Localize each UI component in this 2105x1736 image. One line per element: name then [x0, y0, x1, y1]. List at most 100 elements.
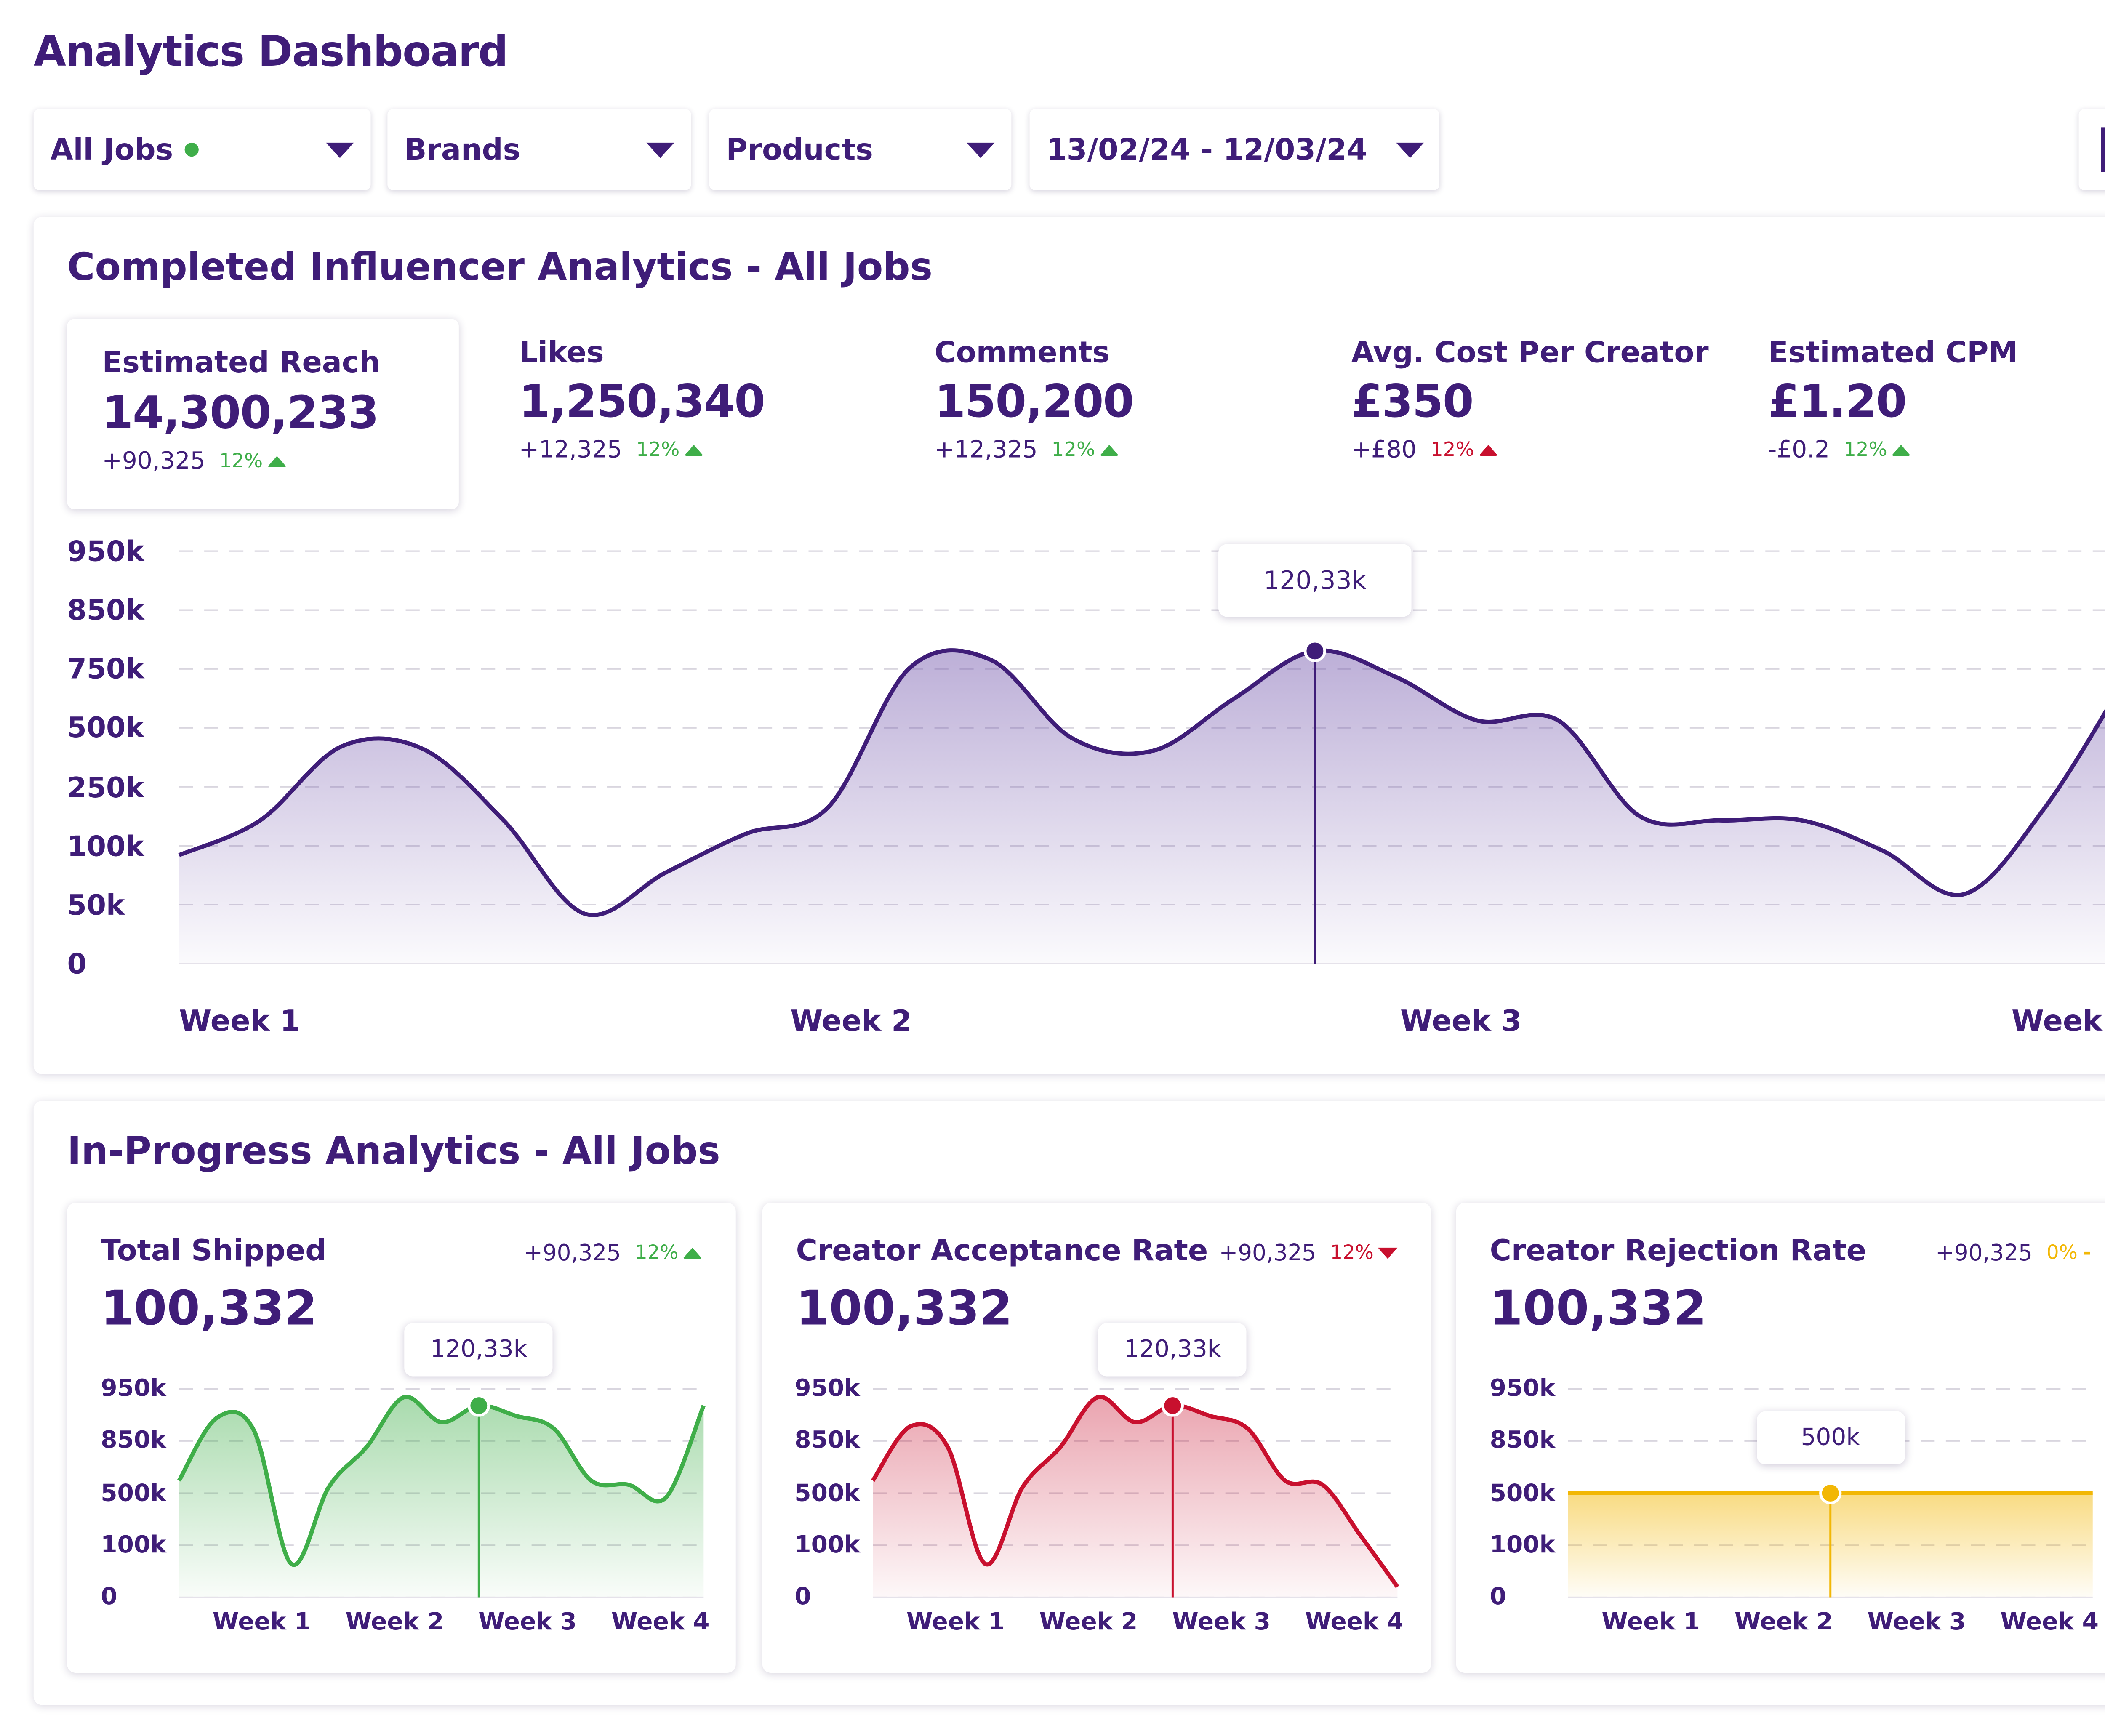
- chevron-down-icon: [646, 142, 674, 158]
- filter-jobs-label: All Jobs: [50, 133, 173, 167]
- filter-date-range-dropdown[interactable]: 13/02/24 - 12/03/24: [1029, 109, 1440, 190]
- y-tick-label: 500k: [1489, 1479, 1556, 1507]
- y-tick-label: 850k: [67, 593, 144, 627]
- chevron-down-icon: [966, 142, 995, 158]
- x-tick-label: Week 3: [1400, 1004, 1522, 1038]
- chevron-down-icon: [326, 142, 354, 158]
- y-tick-label: 850k: [101, 1427, 166, 1455]
- kpi-delta-value: +£80: [1351, 436, 1417, 465]
- metric-delta-value: +90,325: [524, 1239, 621, 1266]
- highlight-point: [1161, 1394, 1184, 1417]
- y-tick-label: 0: [67, 947, 87, 981]
- chart-plot: [178, 550, 2105, 965]
- series-line: [177, 1395, 706, 1567]
- y-tick-label: 100k: [1489, 1531, 1556, 1559]
- metric-delta-pct: 12%: [635, 1241, 679, 1264]
- metric-delta-pct: 0%: [2046, 1241, 2078, 1264]
- file-export-icon: [2101, 127, 2105, 172]
- kpi-delta-pct: 12%: [219, 450, 263, 473]
- metric-delta-pct: 12%: [1330, 1241, 1374, 1264]
- series-area: [179, 650, 2105, 964]
- series-line: [871, 1395, 1399, 1588]
- kpi-label: Estimated CPM: [1768, 335, 2018, 370]
- trend-up-icon: [682, 1247, 702, 1258]
- y-tick-label: 500k: [67, 711, 144, 745]
- kpi-card-selected[interactable]: [67, 319, 459, 509]
- kpi-delta-pct: 12%: [1844, 439, 1887, 462]
- filter-products-dropdown[interactable]: Products: [709, 109, 1012, 190]
- kpi-delta-value: -£0.2: [1768, 436, 1830, 465]
- x-tick-label: Week 4: [1305, 1608, 1404, 1637]
- metric-label: Total Shipped: [101, 1233, 327, 1267]
- series-area: [179, 1397, 704, 1598]
- chart-plot: [871, 1388, 1399, 1598]
- metric-delta: +90,325 0% -: [1935, 1239, 2091, 1266]
- kpi-delta-value: +12,325: [934, 436, 1038, 465]
- y-tick-label: 750k: [67, 652, 144, 686]
- kpi-delta-value: +90,325: [102, 447, 205, 476]
- kpi-label: Estimated Reach: [102, 345, 380, 379]
- filter-brands-label: Brands: [404, 133, 521, 167]
- status-dot: [184, 142, 198, 157]
- y-tick-label: 50k: [67, 888, 125, 922]
- y-tick-label: 0: [1489, 1583, 1507, 1611]
- highlight-point: [467, 1394, 490, 1417]
- chevron-down-icon: [1396, 142, 1424, 158]
- x-tick-label: Week 1: [179, 1004, 301, 1038]
- kpi-delta: +£80 12%: [1351, 437, 1498, 464]
- y-tick-label: 0: [794, 1583, 811, 1611]
- chart-tooltip: 120,33k: [1218, 544, 1412, 618]
- x-tick-label: Week 2: [345, 1608, 444, 1637]
- filter-jobs-dropdown[interactable]: All Jobs: [33, 109, 371, 190]
- x-tick-label: Week 4: [611, 1608, 710, 1637]
- trend-up-icon: [267, 456, 287, 467]
- kpi-delta-value: +12,325: [519, 436, 622, 465]
- trend-down-icon: [1378, 1247, 1398, 1258]
- kpi-delta-pct: 12%: [636, 439, 680, 462]
- chart-tooltip: 120,33k: [1098, 1323, 1247, 1377]
- x-tick-label: Week 1: [213, 1608, 311, 1637]
- kpi-label: Likes: [519, 335, 604, 370]
- metric-delta: +90,325 12%: [524, 1239, 702, 1266]
- kpi-value: 1,250,340: [519, 375, 765, 428]
- x-tick-label: Week 3: [1867, 1608, 1966, 1637]
- kpi-value: 14,300,233: [102, 386, 379, 439]
- y-tick-label: 0: [101, 1583, 117, 1611]
- filter-date-label: 13/02/24 - 12/03/24: [1046, 133, 1367, 167]
- completed-section-title: Completed Influencer Analytics - All Job…: [67, 246, 933, 290]
- trend-up-icon: [1099, 445, 1119, 456]
- metric-delta-value: +90,325: [1219, 1239, 1316, 1266]
- kpi-delta: +12,325 12%: [935, 437, 1119, 464]
- y-tick-label: 850k: [794, 1427, 860, 1455]
- kpi-delta: -£0.2 12%: [1768, 437, 1911, 464]
- trend-up-icon: [1478, 445, 1498, 456]
- y-tick-label: 100k: [67, 829, 144, 863]
- y-tick-label: 250k: [67, 770, 144, 804]
- filter-products-label: Products: [726, 133, 873, 167]
- y-tick-label: 950k: [101, 1375, 166, 1403]
- x-tick-label: Week 3: [1172, 1608, 1271, 1637]
- metric-delta: +90,325 12%: [1219, 1239, 1398, 1266]
- trend-up-icon: [684, 445, 703, 456]
- export-button[interactable]: [2078, 109, 2105, 190]
- chart-plot: [177, 1388, 706, 1598]
- x-tick-label: Week 1: [1601, 1608, 1700, 1637]
- kpi-label: Avg. Cost Per Creator: [1351, 335, 1709, 370]
- filter-brands-dropdown[interactable]: Brands: [387, 109, 691, 190]
- y-tick-label: 100k: [794, 1531, 860, 1559]
- x-tick-label: Week 2: [1735, 1608, 1833, 1637]
- y-tick-label: 950k: [794, 1375, 860, 1403]
- chart-tooltip: 120,33k: [405, 1323, 553, 1377]
- metric-value: 100,332: [1489, 1281, 1707, 1337]
- kpi-value: 150,200: [934, 375, 1134, 428]
- metric-delta-value: +90,325: [1935, 1239, 2033, 1266]
- x-tick-label: Week 2: [1039, 1608, 1138, 1637]
- highlight-point: [1303, 639, 1326, 663]
- x-tick-label: Week 3: [478, 1608, 577, 1637]
- trend-flat-icon: -: [2083, 1241, 2092, 1264]
- metric-label: Creator Rejection Rate: [1489, 1233, 1867, 1267]
- kpi-value: £1.20: [1768, 375, 1907, 428]
- y-tick-label: 850k: [1489, 1427, 1556, 1455]
- series-area: [873, 1397, 1398, 1598]
